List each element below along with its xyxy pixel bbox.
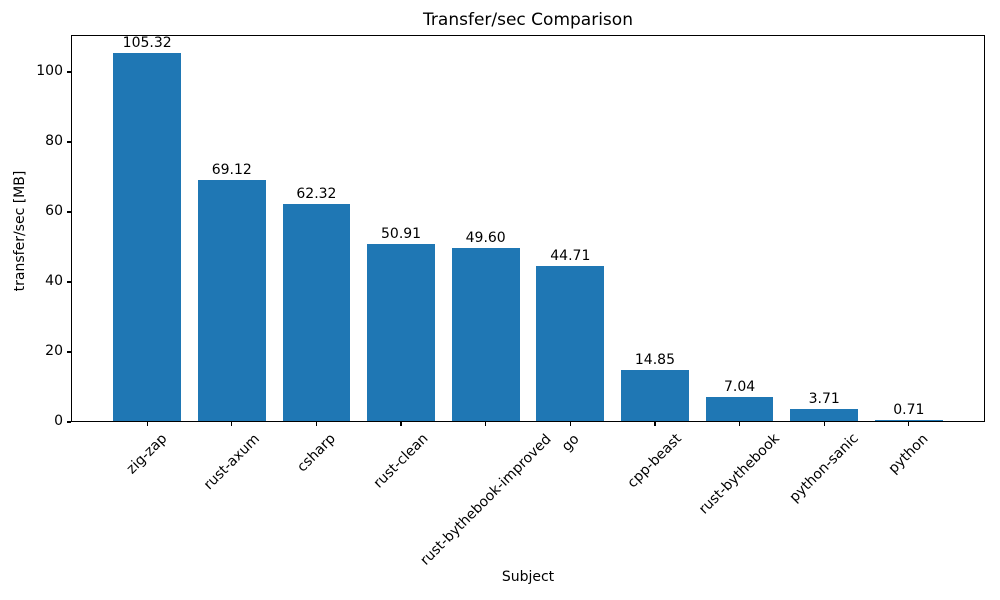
bar <box>874 419 943 422</box>
bar-value-label: 105.32 <box>122 35 172 52</box>
x-tick-label: rust-bythebook-improved <box>417 430 555 569</box>
y-tick-mark <box>66 71 71 73</box>
bar-value-label: 50.91 <box>381 225 422 242</box>
x-tick-mark <box>315 422 317 426</box>
bar <box>621 370 689 422</box>
x-tick-label: cpp-beast <box>624 430 686 492</box>
x-tick-label: rust-clean <box>370 430 432 492</box>
x-tick-label: go <box>558 430 583 455</box>
x-tick-mark <box>146 422 148 426</box>
x-tick-mark <box>823 422 825 426</box>
x-tick-mark <box>908 422 910 426</box>
y-tick-label: 100 <box>36 63 63 80</box>
x-tick-mark <box>485 422 487 426</box>
bar-value-label: 0.71 <box>893 401 925 418</box>
x-tick-mark <box>400 422 402 426</box>
y-tick-label: 80 <box>45 133 63 150</box>
x-tick-mark <box>738 422 741 426</box>
y-tick-mark <box>66 211 71 213</box>
bar <box>197 180 266 422</box>
x-tick-label: csharp <box>294 430 339 476</box>
x-tick-label: python-sanic <box>786 430 862 507</box>
chart-title: Transfer/sec Comparison <box>423 10 633 30</box>
bar <box>367 243 435 422</box>
y-tick-label: 0 <box>54 413 63 429</box>
x-tick-label: zig-zap <box>123 430 171 478</box>
bar-value-label: 49.60 <box>465 230 506 247</box>
bar <box>282 203 351 422</box>
bar-value-label: 14.85 <box>634 352 675 369</box>
x-tick-label: python <box>885 430 932 477</box>
y-tick-mark <box>66 141 71 143</box>
bar <box>705 397 774 422</box>
bar <box>113 53 182 422</box>
bar-value-label: 44.71 <box>550 247 591 264</box>
bar-value-label: 7.04 <box>723 379 756 396</box>
bar <box>451 248 520 422</box>
x-tick-mark <box>569 422 571 426</box>
x-tick-label: rust-bythebook <box>696 431 783 518</box>
y-tick-mark <box>66 281 71 283</box>
x-tick-label: rust-axum <box>200 431 263 494</box>
bar-value-label: 62.32 <box>296 185 337 202</box>
y-tick-mark <box>66 421 71 423</box>
y-tick-mark <box>66 351 71 353</box>
x-axis-label: Subject <box>501 569 555 585</box>
bar-value-label: 69.12 <box>211 162 252 179</box>
x-tick-mark <box>654 422 656 426</box>
bar <box>536 265 605 422</box>
y-tick-label: 20 <box>45 343 63 359</box>
x-tick-mark <box>231 422 233 426</box>
y-tick-label: 60 <box>45 203 63 220</box>
y-tick-label: 40 <box>45 273 63 290</box>
bar-value-label: 3.71 <box>808 391 840 408</box>
bar <box>790 409 859 422</box>
